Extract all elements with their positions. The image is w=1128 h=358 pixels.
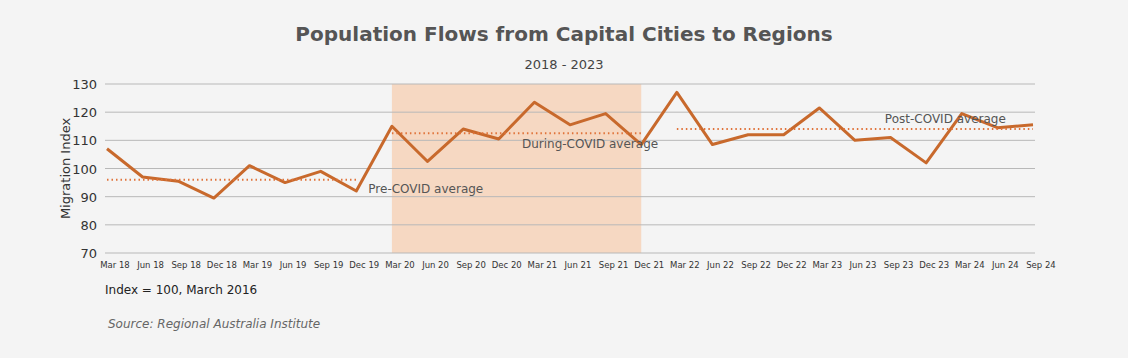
x-tick-label: Sep 24 (1026, 260, 1056, 270)
x-tick-label: Mar 23 (813, 260, 843, 270)
y-tick-label: 90 (80, 190, 97, 205)
x-tick-label: Sep 23 (884, 260, 914, 270)
grid-line (105, 253, 1035, 254)
x-tick-label: Sep 18 (171, 260, 201, 270)
x-tick-label: Dec 18 (207, 260, 237, 270)
x-tick-label: Sep 21 (599, 260, 629, 270)
x-tick-label: Dec 21 (634, 260, 664, 270)
x-tick-label: Sep 22 (741, 260, 771, 270)
x-tick-label: Dec 19 (349, 260, 379, 270)
average-line (107, 179, 356, 181)
average-label: Pre-COVID average (368, 182, 483, 196)
grid-line (105, 196, 1035, 197)
x-tick-label: Dec 23 (919, 260, 949, 270)
x-tick-label: Jun 21 (564, 260, 592, 270)
average-line (677, 128, 1033, 130)
y-tick-label: 100 (72, 162, 97, 177)
title: Population Flows from Capital Cities to … (295, 22, 832, 46)
y-tick-label: 110 (72, 133, 97, 148)
x-tick-label: Jun 19 (279, 260, 307, 270)
x-tick-label: Mar 18 (100, 260, 130, 270)
y-tick-label: 80 (80, 218, 97, 233)
subtitle: 2018 - 2023 (524, 57, 603, 72)
plot-area (107, 92, 1033, 198)
source: Source: Regional Australia Institute (108, 317, 320, 331)
x-tick-label: Sep 20 (456, 260, 486, 270)
grid-line (105, 84, 1035, 85)
data-line (107, 92, 1033, 198)
x-tick-label: Jun 18 (136, 260, 164, 270)
y-tick-label: 120 (72, 105, 97, 120)
average-line (392, 132, 641, 134)
average-label: During-COVID average (522, 137, 658, 151)
average-label: Post-COVID average (885, 112, 1006, 126)
x-tick-label: Mar 24 (955, 260, 985, 270)
grid-line (105, 224, 1035, 225)
y-axis-label: Migration Index (58, 118, 73, 220)
x-tick-label: Mar 21 (528, 260, 558, 270)
note: Index = 100, March 2016 (105, 283, 257, 297)
x-tick-label: Dec 22 (777, 260, 807, 270)
x-tick-label: Mar 20 (385, 260, 415, 270)
x-tick-label: Jun 24 (991, 260, 1019, 270)
x-tick-label: Jun 22 (706, 260, 734, 270)
x-tick-label: Mar 22 (670, 260, 700, 270)
x-tick-label: Dec 20 (492, 260, 522, 270)
x-tick-label: Mar 19 (243, 260, 273, 270)
x-tick-label: Sep 19 (314, 260, 344, 270)
y-tick-label: 70 (80, 246, 97, 261)
chart: 70 80 90 100 110 120 130 Mar 18 Jun 18 Sep 18 Dec … (0, 0, 1128, 358)
y-tick-label: 130 (72, 77, 97, 92)
x-tick-label: Jun 23 (849, 260, 877, 270)
x-tick-label: Jun 20 (421, 260, 449, 270)
